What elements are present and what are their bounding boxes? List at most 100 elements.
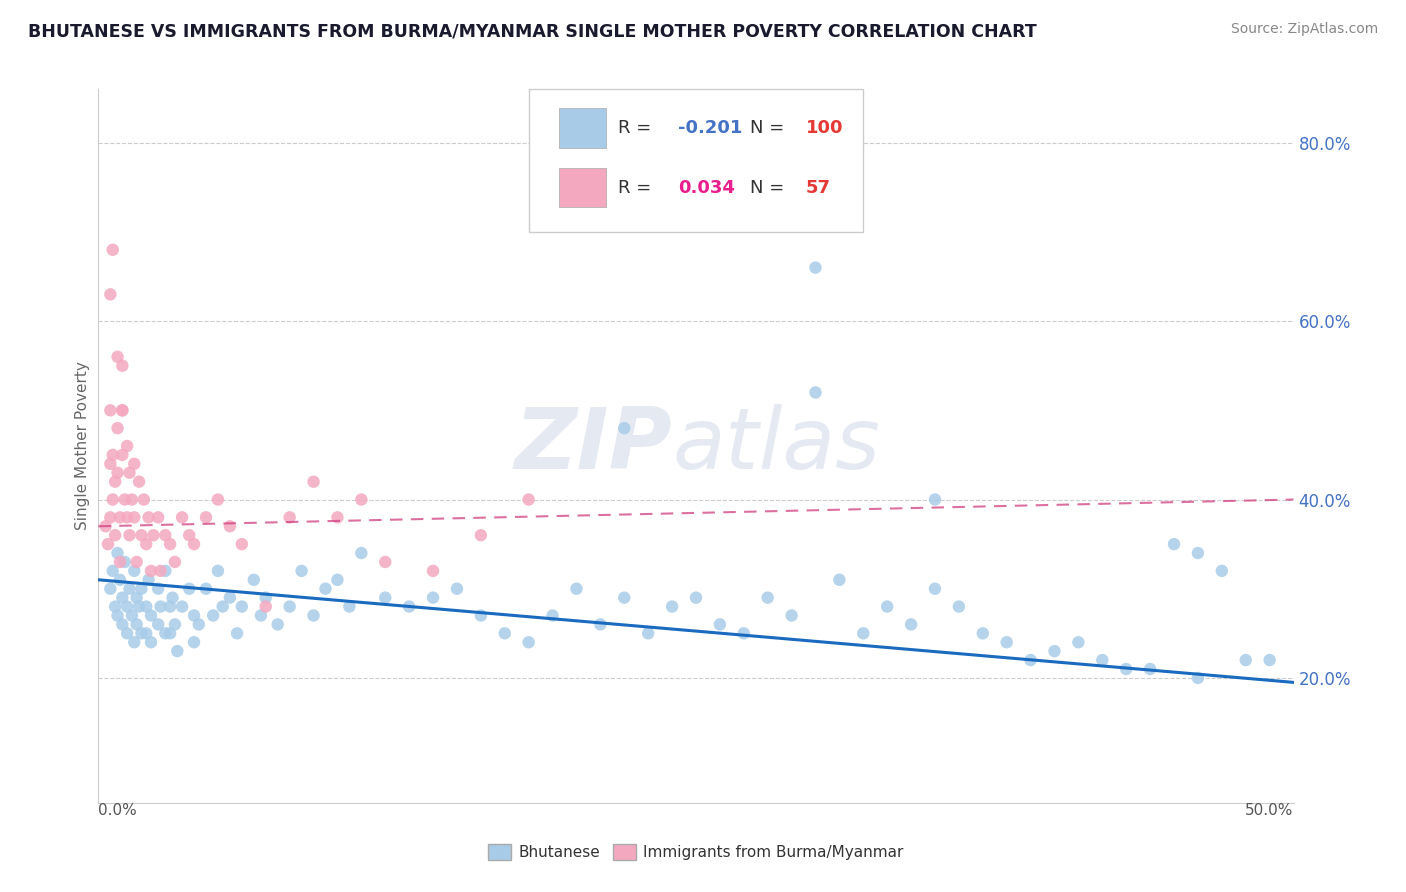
- Point: [589, 617, 612, 632]
- Point: [291, 564, 314, 578]
- Point: [183, 608, 205, 623]
- Point: [315, 582, 337, 596]
- FancyBboxPatch shape: [529, 89, 863, 232]
- Point: [98, 510, 122, 524]
- Point: [494, 626, 516, 640]
- Point: [1139, 662, 1161, 676]
- Point: [107, 546, 129, 560]
- Point: [302, 475, 325, 489]
- Text: 0.034: 0.034: [678, 178, 735, 196]
- Point: [828, 573, 851, 587]
- Text: 57: 57: [806, 178, 831, 196]
- Text: 0.0%: 0.0%: [98, 803, 138, 818]
- Point: [101, 243, 124, 257]
- Point: [124, 457, 146, 471]
- Point: [172, 599, 194, 614]
- Point: [613, 421, 636, 435]
- Point: [302, 608, 325, 623]
- FancyBboxPatch shape: [558, 168, 606, 207]
- Point: [254, 591, 277, 605]
- Point: [118, 466, 141, 480]
- Text: BHUTANESE VS IMMIGRANTS FROM BURMA/MYANMAR SINGLE MOTHER POVERTY CORRELATION CHA: BHUTANESE VS IMMIGRANTS FROM BURMA/MYANM…: [28, 22, 1036, 40]
- Point: [159, 599, 181, 614]
- Point: [231, 599, 253, 614]
- Point: [195, 582, 218, 596]
- Point: [470, 528, 492, 542]
- Point: [637, 626, 659, 640]
- Point: [114, 555, 136, 569]
- Point: [135, 626, 157, 640]
- Point: [111, 617, 134, 632]
- Point: [900, 617, 922, 632]
- Point: [179, 528, 201, 542]
- Point: [231, 537, 253, 551]
- Point: [1258, 653, 1281, 667]
- Point: [924, 582, 946, 596]
- Point: [104, 599, 127, 614]
- Point: [94, 519, 117, 533]
- Point: [135, 599, 157, 614]
- Point: [131, 528, 153, 542]
- Point: [422, 591, 444, 605]
- Point: [128, 475, 150, 489]
- Point: [1091, 653, 1114, 667]
- Point: [108, 573, 131, 587]
- Point: [142, 528, 165, 542]
- Point: [733, 626, 755, 640]
- Point: [219, 591, 242, 605]
- Point: [1043, 644, 1066, 658]
- Point: [149, 564, 172, 578]
- Point: [101, 564, 124, 578]
- Point: [163, 555, 186, 569]
- Point: [97, 537, 120, 551]
- Point: [132, 492, 155, 507]
- Point: [517, 635, 540, 649]
- Point: [183, 537, 205, 551]
- Point: [124, 510, 146, 524]
- Point: [108, 555, 131, 569]
- Point: [118, 582, 141, 596]
- Text: N =: N =: [749, 119, 790, 136]
- Point: [804, 260, 827, 275]
- Point: [350, 546, 373, 560]
- Point: [138, 573, 160, 587]
- Point: [187, 617, 209, 632]
- Point: [115, 439, 138, 453]
- Point: [166, 644, 188, 658]
- Point: [243, 573, 266, 587]
- Legend: Bhutanese, Immigrants from Burma/Myanmar: Bhutanese, Immigrants from Burma/Myanmar: [482, 838, 910, 866]
- Point: [114, 492, 136, 507]
- Point: [202, 608, 225, 623]
- Point: [195, 510, 218, 524]
- Point: [948, 599, 970, 614]
- Point: [111, 448, 134, 462]
- Point: [250, 608, 273, 623]
- Point: [124, 564, 146, 578]
- Point: [278, 510, 301, 524]
- Point: [565, 582, 588, 596]
- Point: [756, 591, 779, 605]
- Point: [101, 492, 124, 507]
- Point: [1211, 564, 1233, 578]
- Y-axis label: Single Mother Poverty: Single Mother Poverty: [75, 361, 90, 531]
- Point: [121, 608, 143, 623]
- Point: [148, 582, 170, 596]
- Point: [179, 582, 201, 596]
- Point: [121, 492, 143, 507]
- Point: [278, 599, 301, 614]
- Point: [1067, 635, 1090, 649]
- Point: [131, 626, 153, 640]
- Point: [135, 537, 157, 551]
- Point: [211, 599, 233, 614]
- Point: [107, 421, 129, 435]
- Point: [446, 582, 468, 596]
- Point: [661, 599, 683, 614]
- Text: ZIP: ZIP: [515, 404, 672, 488]
- Point: [159, 626, 181, 640]
- Point: [374, 555, 396, 569]
- Point: [1234, 653, 1257, 667]
- Point: [219, 519, 242, 533]
- Point: [108, 510, 131, 524]
- Point: [326, 573, 349, 587]
- Point: [226, 626, 249, 640]
